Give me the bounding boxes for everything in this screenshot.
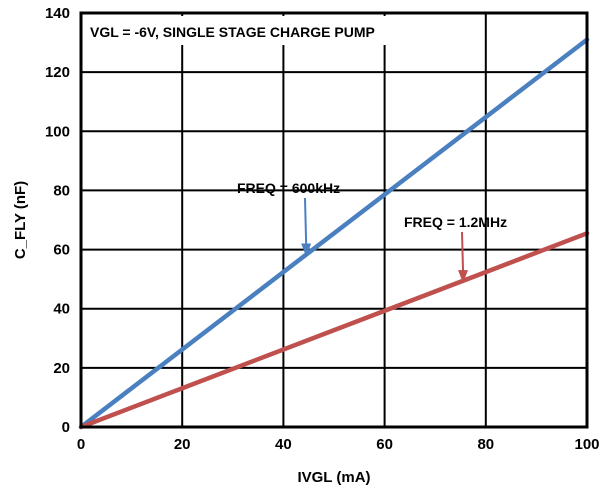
x-tick-label: 60 [376, 436, 393, 453]
x-tick-label: 0 [77, 436, 85, 453]
chart-title: VGL = -6V, SINGLE STAGE CHARGE PUMP [90, 24, 375, 40]
series-lines [78, 37, 590, 430]
annotation-arrow-shaft [461, 231, 465, 272]
y-tick-label: 0 [62, 419, 70, 436]
grid [80, 12, 588, 428]
annotation-label: FREQ = 600kHz [237, 180, 340, 196]
x-tick-label: 80 [477, 436, 494, 453]
annotation-arrow-shaft [304, 197, 308, 245]
title-background [84, 16, 476, 45]
y-tick-label: 60 [53, 242, 70, 259]
annotation-arrowhead [301, 243, 312, 257]
annotation-arrowhead [458, 270, 469, 284]
y-tick-label: 140 [45, 5, 70, 22]
x-tick-label: 100 [574, 436, 599, 453]
y-axis-label: C_FLY (nF) [12, 181, 29, 259]
tick-labels: 0 20 40 60 80 100 0 20 40 60 80 100 120 140 [45, 5, 600, 453]
x-tick-label: 20 [174, 436, 191, 453]
series-line-2 [78, 231, 590, 430]
annotation-label: FREQ = 1.2MHz [404, 214, 507, 230]
plot-frame [79, 11, 589, 429]
y-tick-label: 120 [45, 64, 70, 81]
annotations: FREQ = 600kHz FREQ = 1.2MHz [237, 180, 507, 284]
y-tick-label: 20 [53, 360, 70, 377]
y-tick-label: 100 [45, 123, 70, 140]
y-tick-label: 40 [53, 301, 70, 318]
y-tick-label: 80 [53, 182, 70, 199]
x-axis-label: IVGL (mA) [297, 469, 370, 486]
x-tick-label: 40 [275, 436, 292, 453]
series-line-1 [78, 37, 590, 430]
